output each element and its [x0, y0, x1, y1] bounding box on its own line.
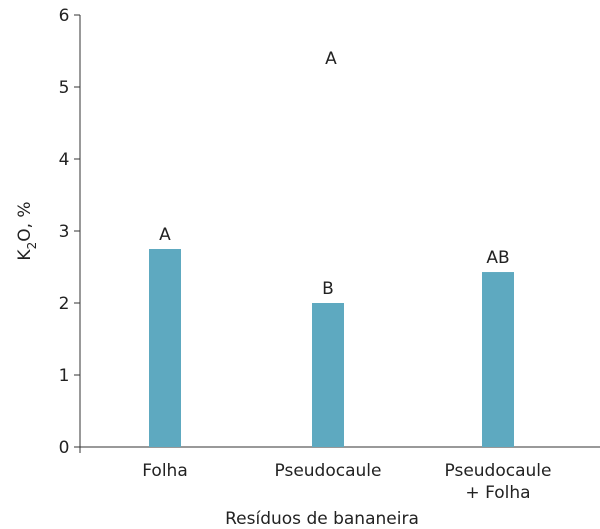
y-axis-title-subscript: 2: [25, 242, 39, 250]
bars: [149, 249, 514, 447]
y-axis-title-rest: O, %: [15, 201, 35, 241]
y-tick-label: 1: [59, 366, 70, 386]
y-tick-label: 6: [59, 6, 70, 26]
bar-letter-label: A: [159, 225, 171, 245]
y-tick-label: 3: [59, 222, 70, 242]
x-axis: Folha Pseudocaule Pseudocaule + Folha: [80, 446, 600, 503]
x-tick-label: Pseudocaule: [275, 461, 382, 481]
x-axis-title: Resíduos de bananeira: [225, 509, 419, 529]
x-tick-label: Folha: [142, 461, 188, 481]
y-axis: 0 1 2 3 4 5 6: [59, 6, 81, 458]
y-axis-title-base: K: [15, 249, 35, 261]
y-tick-label: 2: [59, 294, 70, 314]
annotation-label: A: [325, 49, 337, 69]
bar-letter-label: B: [322, 279, 334, 299]
bar: [149, 249, 181, 447]
bar: [482, 272, 514, 447]
bar-letter-label: AB: [486, 248, 509, 268]
y-tick-label: 0: [59, 438, 70, 458]
y-tick-label: 5: [59, 78, 70, 98]
x-tick-label: Pseudocaule + Folha: [445, 461, 552, 503]
bar: [312, 303, 344, 447]
y-axis-title: K2O, %: [15, 201, 39, 260]
y-tick-label: 4: [59, 150, 70, 170]
